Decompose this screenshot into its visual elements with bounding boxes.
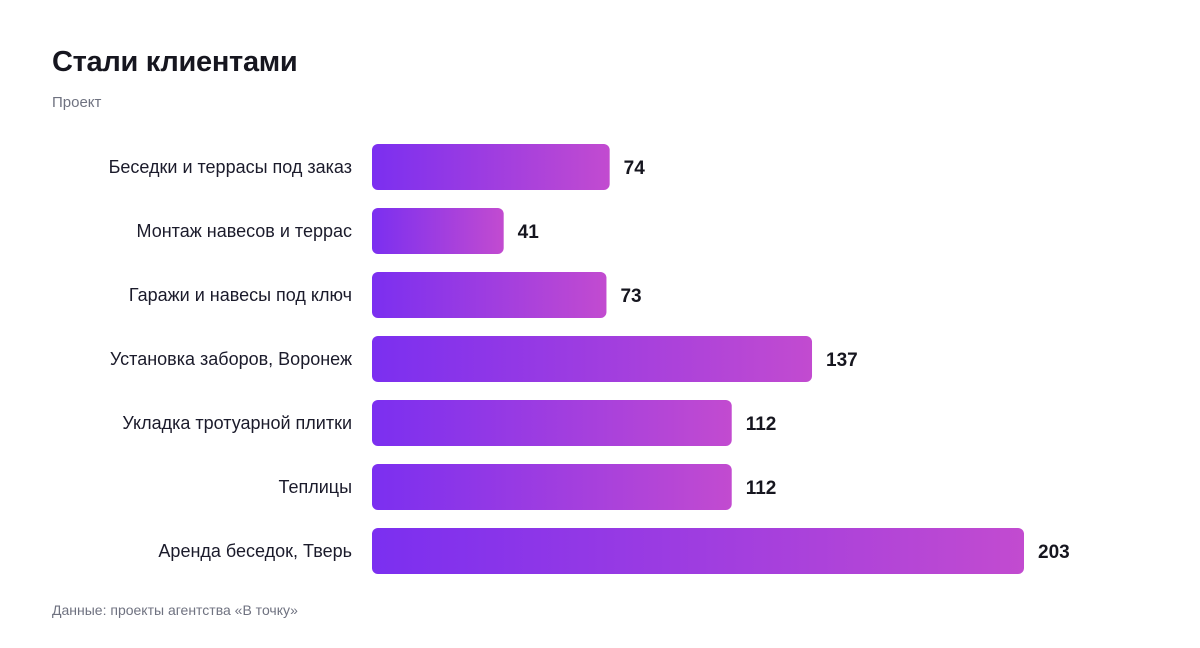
bar-group: Монтаж навесов и террас 41 [137, 208, 540, 254]
category-label: Беседки и террасы под заказ [109, 157, 352, 177]
bar-group: Теплицы 112 [278, 464, 776, 510]
category-label: Укладка тротуарной плитки [122, 413, 352, 433]
category-label: Теплицы [278, 477, 352, 497]
category-label: Аренда беседок, Тверь [158, 541, 352, 561]
chart-subtitle: Проект [52, 94, 102, 111]
category-label: Монтаж навесов и террас [137, 221, 352, 241]
bar [372, 144, 610, 190]
value-label: 137 [826, 350, 858, 371]
bars-layer: Беседки и террасы под заказ 74 Монтаж наве… [109, 144, 1070, 574]
category-label: Установка заборов, Воронеж [110, 349, 352, 369]
category-label: Гаражи и навесы под ключ [129, 285, 352, 305]
value-label: 41 [518, 222, 540, 243]
value-label: 112 [746, 478, 777, 499]
bar [372, 272, 607, 318]
bar-group: Укладка тротуарной плитки 112 [122, 400, 776, 446]
chart-title: Стали клиентами [52, 46, 298, 78]
value-label: 203 [1038, 542, 1070, 563]
value-label: 74 [624, 158, 646, 179]
bar-group: Аренда беседок, Тверь 203 [158, 528, 1070, 574]
bar-group: Беседки и террасы под заказ 74 [109, 144, 646, 190]
bar [372, 400, 732, 446]
chart-source: Данные: проекты агентства «В точку» [52, 602, 298, 618]
bar [372, 208, 504, 254]
bar-group: Гаражи и навесы под ключ 73 [129, 272, 642, 318]
bar-group: Установка заборов, Воронеж 137 [110, 336, 858, 382]
bar [372, 464, 732, 510]
value-label: 112 [746, 414, 777, 435]
bar [372, 336, 813, 382]
value-label: 73 [620, 286, 641, 307]
bar [372, 528, 1024, 574]
